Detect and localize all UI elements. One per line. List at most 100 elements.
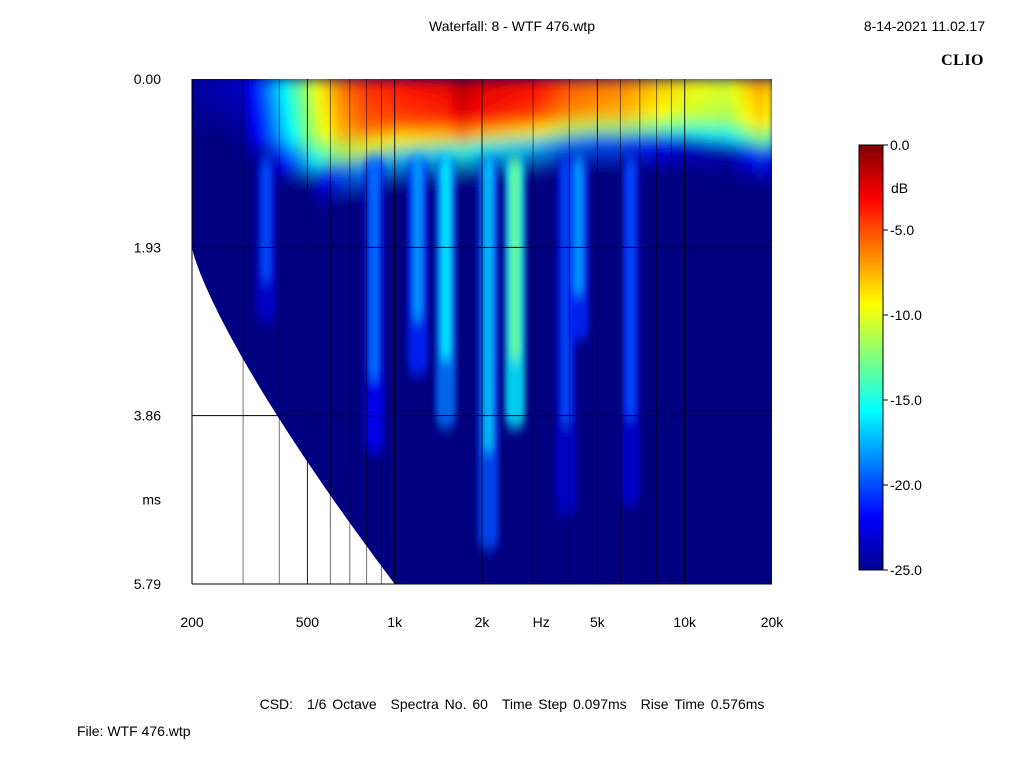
decay-column [524,79,529,584]
colorbar-tick-label: -5.0 [890,222,914,238]
timestamp: 8-14-2021 11.02.17 [863,18,985,34]
decay-column [736,79,741,584]
x-tick-label: 20k [761,614,785,630]
resonance-streak [407,157,428,376]
resonance-streak [505,157,526,428]
decay-column [600,79,605,584]
decay-column [644,79,649,584]
decay-column [292,79,297,584]
decay-column [340,79,345,584]
decay-column [500,79,505,584]
y-tick-label: 5.79 [134,576,161,592]
decay-column [608,79,613,584]
decay-column [716,79,721,584]
decay-column [704,79,709,584]
decay-column [360,79,365,584]
x-tick-label: 500 [296,614,320,630]
decay-column [712,79,717,584]
decay-column [276,79,281,584]
decay-column [748,79,753,584]
decay-column [660,79,665,584]
decay-column [728,79,733,584]
heatmap-area [192,79,772,584]
x-axis-label: Hz [533,614,550,630]
x-tick-label: 1k [387,614,403,630]
colorbar-tick-label: -10.0 [890,307,922,323]
decay-column [288,79,293,584]
chart-title: Waterfall: 8 - WTF 476.wtp [429,18,595,34]
decay-column [740,79,745,584]
decay-column [604,79,609,584]
decay-column [744,79,749,584]
decay-column [296,79,301,584]
colorbar: 0.0 -5.0 -10.0 -15.0 -20.0 -25.0 dB [858,137,922,578]
decay-column [268,79,273,584]
colorbar-tick-label: 0.0 [890,137,910,153]
y-tick-label: 0.00 [134,71,161,87]
decay-column [664,79,669,584]
decay-column [344,79,349,584]
decay-column [732,79,737,584]
decay-column [428,79,433,584]
decay-column [596,79,601,584]
decay-column [696,79,701,584]
decay-column [304,79,309,584]
decay-column [720,79,725,584]
decay-column [592,79,597,584]
footer-info: CSD: 1/6 Octave Spectra No. 60 Time Step… [0,696,1024,712]
decay-column [240,79,245,584]
decay-column [552,79,557,584]
decay-column [248,79,253,584]
decay-column [680,79,685,584]
decay-column [752,79,757,584]
decay-column [252,79,257,584]
decay-column [284,79,289,584]
axes: 200 500 1k 2k 5k 10k 20k Hz 0.00 1.93 3.86 5.79 ms [134,71,785,630]
decay-column [540,79,545,584]
decay-column [672,79,677,584]
decay-column [400,79,405,584]
decay-column [260,79,265,584]
decay-column [692,79,697,584]
decay-column [464,79,469,584]
decay-column [652,79,657,584]
decay-column [256,79,261,584]
decay-column [324,79,329,584]
resonance-streak [568,157,589,341]
decay-column [532,79,537,584]
decay-column [544,79,549,584]
decay-column [688,79,693,584]
y-axis-label: ms [142,491,161,507]
decay-column [460,79,465,584]
colorbar-tick-label: -25.0 [890,562,922,578]
decay-column [656,79,661,584]
y-tick-label: 1.93 [134,239,161,255]
decay-column [244,79,249,584]
decay-column [336,79,341,584]
octave-value: 1/6 Octave [306,696,377,712]
decay-column [456,79,461,584]
decay-column [764,79,769,584]
colorbar-tick-label: -20.0 [890,477,922,493]
y-tick-label: 3.86 [134,408,161,424]
decay-column [708,79,713,584]
resonance-streak [256,157,277,324]
resonance-streak [620,157,641,507]
decay-column [228,79,233,584]
decay-column [648,79,653,584]
decay-column [384,79,389,584]
decay-column [700,79,705,584]
resonance-streak [478,157,499,550]
decay-column [668,79,673,584]
decay-column [528,79,533,584]
decay-column [548,79,553,584]
resonance-streak [435,157,456,428]
decay-column [756,79,761,584]
decay-column [320,79,325,584]
decay-column [300,79,305,584]
decay-column [404,79,409,584]
decay-column [496,79,501,584]
colorbar-scale [858,144,884,571]
csd-label: CSD: [259,696,294,712]
grid-lines [191,79,772,585]
